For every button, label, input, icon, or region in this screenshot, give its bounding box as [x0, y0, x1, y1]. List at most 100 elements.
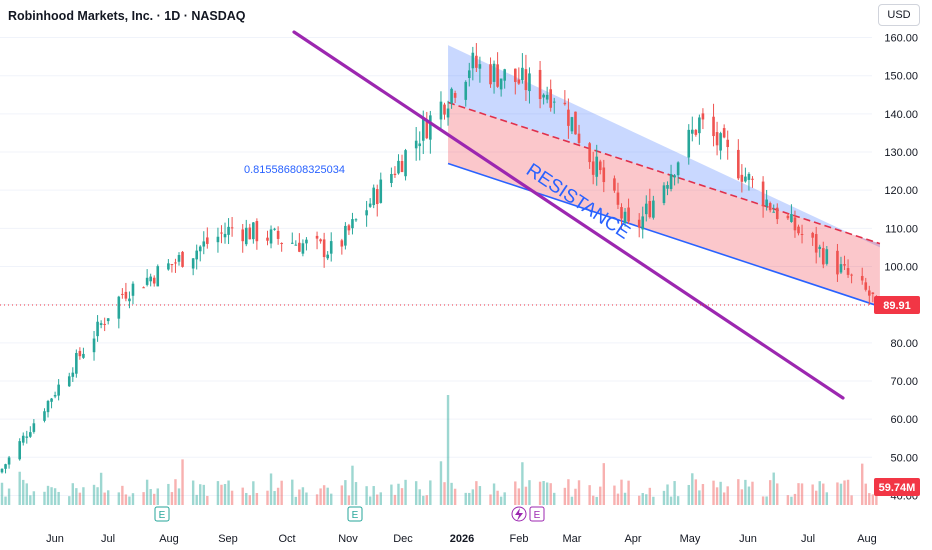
channel-bottom-line: [447, 162, 881, 308]
candle-body: [322, 239, 326, 258]
candle-body: [230, 227, 234, 229]
y-tick-label: 70.00: [890, 376, 918, 388]
lightning-glyph: [515, 508, 523, 521]
candle-body: [687, 129, 691, 158]
candle-body: [471, 52, 475, 69]
volume-bar: [142, 492, 145, 505]
volume-bar: [768, 480, 772, 505]
currency-button[interactable]: USD: [878, 4, 920, 26]
volume-bar: [443, 482, 446, 505]
candle-body: [726, 139, 729, 148]
volume-bar: [790, 496, 793, 505]
candle-body: [722, 128, 726, 138]
volume-bar: [206, 495, 209, 505]
candle-body: [860, 275, 864, 281]
candle-body: [280, 243, 283, 245]
candle-body: [740, 174, 744, 182]
volume-bar: [666, 484, 669, 505]
candle-body: [294, 244, 298, 246]
volume-bar: [818, 481, 821, 505]
candle-body: [666, 185, 669, 189]
time-axis[interactable]: Jun Jul Aug Sep Oct Nov Dec 2026 Feb Mar Apr May Jun…: [46, 533, 877, 545]
candle-body: [195, 250, 198, 260]
candle-body: [464, 81, 468, 100]
x-tick-label: May: [680, 533, 701, 545]
volume-bar: [648, 487, 652, 505]
volume-bar: [121, 485, 124, 505]
earnings-marker-icon: E: [154, 506, 170, 522]
volume-bar: [815, 490, 818, 505]
candle-body: [198, 246, 202, 252]
volume-bars: [0, 395, 878, 505]
volume-bar: [751, 481, 754, 505]
volume-bar: [220, 484, 223, 505]
candle-body: [368, 203, 372, 207]
fib-ratio-label: 0.815586808325034: [244, 164, 345, 176]
y-tick-label: 160.00: [884, 33, 918, 45]
volume-bar: [545, 482, 549, 505]
volume-bar: [195, 494, 198, 505]
y-tick-label: 120.00: [884, 185, 918, 197]
volume-bar: [475, 481, 478, 505]
earnings-marker-label: E: [534, 510, 541, 521]
candle-body: [404, 150, 407, 177]
volume-bar: [701, 484, 705, 505]
earnings-marker-label: E: [352, 510, 359, 521]
volume-bar: [131, 493, 135, 505]
volume-bar: [822, 483, 825, 505]
candle-body: [623, 211, 627, 223]
price-axis[interactable]: 40.0050.0060.0070.0080.0090.00100.00110.…: [874, 33, 920, 503]
channel-zones: [447, 45, 881, 308]
earnings-marker-icon: E: [529, 506, 545, 522]
volume-bar: [542, 480, 545, 505]
x-tick-label: Feb: [510, 533, 529, 545]
candle-body: [421, 118, 425, 141]
candle-body: [131, 283, 135, 296]
volume-bar: [404, 479, 407, 505]
volume-bar: [107, 490, 110, 505]
candle-body: [694, 129, 698, 135]
y-tick-label: 60.00: [890, 414, 918, 426]
volume-bar: [117, 492, 121, 505]
candle-body: [641, 216, 645, 230]
volume-bar: [669, 496, 673, 505]
volume-bar: [319, 488, 322, 505]
volume-bar: [514, 481, 517, 505]
volume-bar: [322, 485, 326, 505]
candle-body: [616, 192, 620, 205]
candle-body: [443, 104, 446, 115]
candle-body: [588, 143, 591, 163]
symbol-title[interactable]: Robinhood Markets, Inc. · 1D · NASDAQ: [8, 9, 246, 23]
candle-body: [227, 226, 230, 235]
candle-body: [772, 211, 776, 213]
candle-body: [351, 219, 354, 229]
candle-body: [241, 229, 245, 242]
candle-body: [393, 173, 397, 176]
candle-body: [577, 133, 581, 143]
volume-bar: [315, 494, 319, 505]
volume-bar: [499, 496, 503, 505]
candle-body: [613, 178, 616, 191]
candle-body: [106, 318, 110, 322]
volume-bar: [811, 484, 814, 505]
volume-bar: [368, 496, 372, 505]
candle-body: [372, 187, 375, 206]
candle-body: [871, 292, 875, 295]
candle-body: [57, 384, 60, 396]
volume-bar: [800, 483, 804, 505]
event-markers[interactable]: EEEE: [154, 506, 545, 522]
volume-bar: [245, 492, 248, 505]
candle-body: [836, 250, 839, 275]
trend-lines: [0, 30, 872, 400]
candle-body: [719, 133, 722, 151]
candle-body: [181, 251, 184, 267]
grid: [0, 37, 872, 496]
volume-bar: [78, 492, 82, 505]
candle-body: [620, 207, 623, 219]
candle-body: [843, 264, 846, 266]
volume-bar: [75, 488, 78, 505]
candle-body: [715, 132, 719, 146]
volume-bar: [199, 484, 202, 505]
